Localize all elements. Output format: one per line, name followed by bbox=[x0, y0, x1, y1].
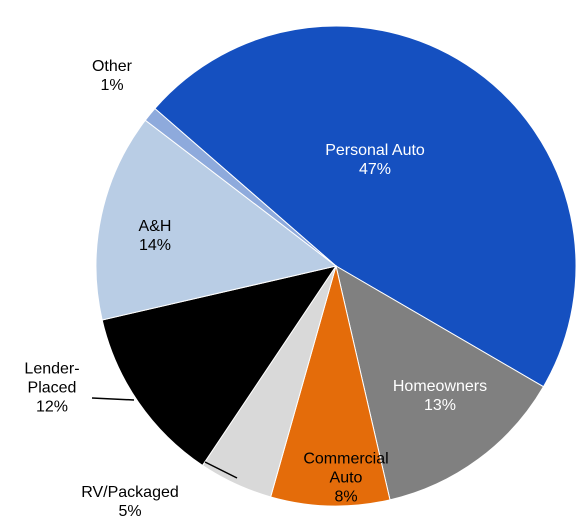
value-label: 14% bbox=[138, 237, 172, 254]
category-label: Homeowners bbox=[392, 378, 488, 395]
slice-label: Personal Auto 47% bbox=[325, 141, 425, 179]
slice-label: Homeowners 13% bbox=[380, 377, 500, 415]
category-label: Other bbox=[91, 58, 132, 75]
category-label: Personal Auto bbox=[325, 142, 425, 159]
pie-slice bbox=[144, 107, 337, 267]
pie-slice bbox=[95, 119, 338, 321]
slice-label: Commercial Auto 8% bbox=[291, 450, 401, 507]
category-label: Commercial Auto bbox=[303, 450, 389, 487]
pie-slice bbox=[154, 25, 577, 388]
pie-slice bbox=[270, 265, 391, 507]
slice-label: Lender-Placed 12% bbox=[17, 360, 87, 417]
category-label: RV/Packaged bbox=[81, 484, 179, 501]
slice-label: RV/Packaged 5% bbox=[60, 483, 200, 521]
value-label: 13% bbox=[423, 397, 457, 414]
pie-slice bbox=[335, 264, 545, 501]
category-label: A&H bbox=[138, 218, 172, 235]
value-label: 8% bbox=[334, 488, 358, 506]
slice-label: A&H 14% bbox=[115, 217, 195, 255]
value-label: 12% bbox=[35, 398, 69, 416]
category-label: Lender-Placed bbox=[24, 360, 80, 397]
slice-label: Other 1% bbox=[82, 57, 142, 95]
value-label: 47% bbox=[358, 161, 392, 178]
value-label: 1% bbox=[100, 77, 124, 94]
value-label: 5% bbox=[118, 503, 142, 520]
leader-line bbox=[204, 461, 238, 479]
leader-line bbox=[91, 397, 135, 401]
pie-slice bbox=[101, 265, 338, 467]
